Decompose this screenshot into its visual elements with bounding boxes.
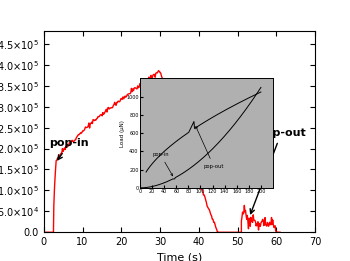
Text: pop-out: pop-out: [196, 127, 224, 169]
Text: pop-out: pop-out: [250, 128, 306, 213]
Y-axis label: Load (µN): Load (µN): [120, 120, 125, 146]
X-axis label: Time (s): Time (s): [157, 253, 202, 261]
Text: pop-in: pop-in: [152, 152, 173, 176]
Text: pop-in: pop-in: [50, 138, 89, 160]
